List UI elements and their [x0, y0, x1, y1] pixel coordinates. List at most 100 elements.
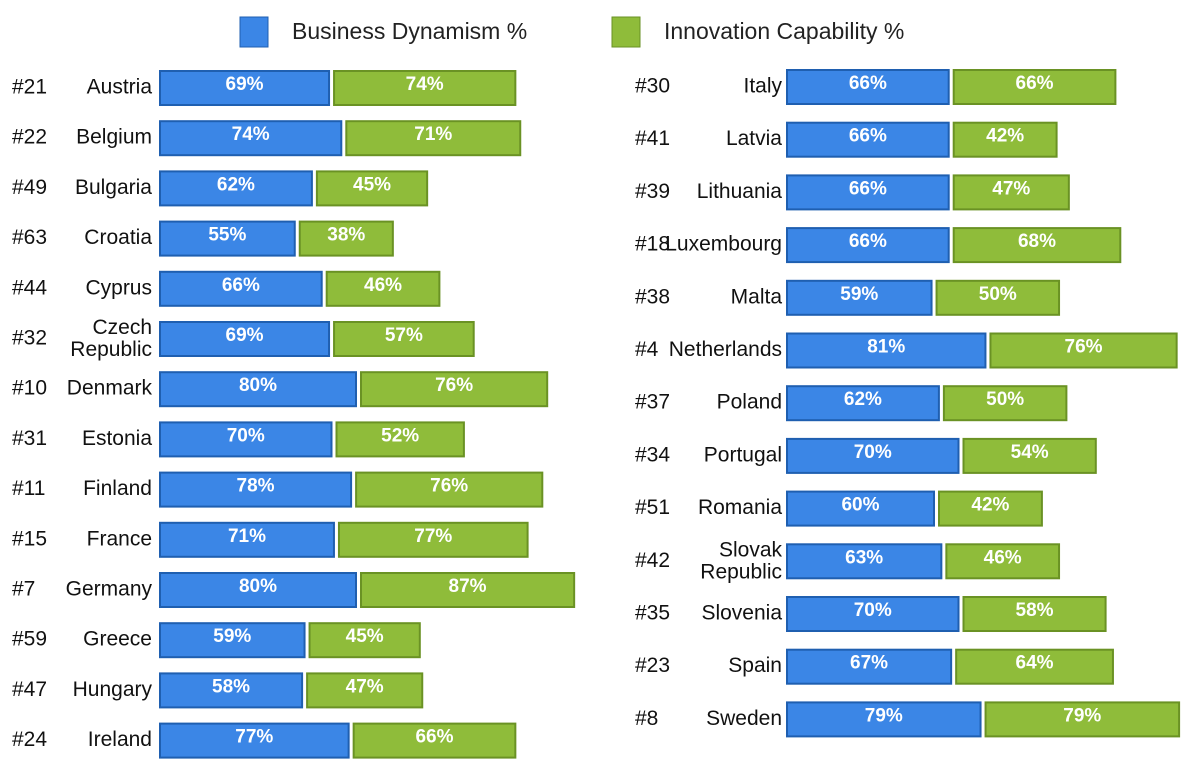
rank: #23 — [635, 654, 670, 677]
value-label: 68% — [1018, 231, 1056, 252]
value-label: 59% — [840, 284, 878, 305]
rank: #38 — [635, 285, 670, 308]
rank: #24 — [12, 728, 47, 751]
value-label: 66% — [849, 73, 887, 94]
bar — [159, 321, 331, 357]
bar — [938, 490, 1043, 527]
rank: #31 — [12, 427, 47, 450]
value-label: 45% — [353, 174, 391, 195]
bar — [786, 227, 950, 264]
country-label: France — [87, 527, 152, 550]
rank: #44 — [12, 276, 47, 299]
country-label: Hungary — [73, 678, 153, 701]
value-label: 58% — [212, 676, 250, 697]
value-label: 79% — [865, 705, 903, 726]
bar — [952, 174, 1070, 211]
legend-swatch — [611, 16, 641, 48]
country-label: Netherlands — [669, 338, 782, 361]
value-label: 46% — [364, 275, 402, 296]
rank: #37 — [635, 391, 670, 414]
value-label: 50% — [979, 284, 1017, 305]
bar — [337, 521, 529, 558]
bar — [325, 270, 441, 307]
value-label: 78% — [237, 476, 275, 497]
value-label: 74% — [406, 74, 444, 95]
bar — [786, 332, 987, 369]
bar — [159, 220, 296, 257]
rank: #10 — [12, 377, 47, 400]
rank: #7 — [12, 578, 35, 601]
rank: #22 — [12, 126, 47, 149]
legend-label: Business Dynamism % — [292, 18, 527, 44]
bar — [298, 220, 394, 257]
bar — [345, 120, 522, 157]
value-label: 70% — [854, 442, 892, 463]
rank: #34 — [635, 443, 670, 466]
bar — [786, 701, 982, 738]
rank: #30 — [635, 75, 670, 98]
bar — [989, 332, 1178, 369]
value-label: 46% — [984, 547, 1022, 568]
legend-label: Innovation Capability % — [664, 18, 904, 44]
country-label: Bulgaria — [75, 176, 152, 199]
value-label: 66% — [849, 231, 887, 252]
rank: #63 — [12, 226, 47, 249]
country-label: Ireland — [88, 728, 152, 751]
value-label: 50% — [986, 389, 1024, 410]
country-label: Luxembourg — [665, 233, 782, 256]
bar — [962, 437, 1097, 474]
value-label: 70% — [854, 600, 892, 621]
country-label: Slovak Republic — [700, 538, 782, 583]
bar — [159, 421, 333, 458]
value-label: 74% — [232, 124, 270, 145]
value-label: 60% — [841, 495, 879, 516]
bar — [786, 69, 950, 105]
country-label: Germany — [66, 578, 153, 601]
bar — [360, 572, 576, 608]
value-label: 76% — [1065, 337, 1103, 358]
value-label: 70% — [227, 425, 265, 446]
rank: #21 — [12, 76, 47, 99]
rank: #49 — [12, 176, 47, 199]
bar — [159, 70, 331, 106]
country-label: Cyprus — [85, 276, 152, 299]
bar — [952, 69, 1117, 105]
rank: #15 — [12, 527, 47, 550]
bar — [306, 672, 424, 709]
country-label: Malta — [731, 285, 783, 308]
rank: #59 — [12, 628, 47, 651]
value-label: 76% — [430, 476, 468, 497]
rank: #11 — [12, 477, 45, 500]
country-label: Czech Republic — [70, 316, 152, 361]
bar — [159, 521, 335, 558]
country-label: Spain — [728, 654, 782, 677]
value-label: 42% — [971, 495, 1009, 516]
value-label: 62% — [844, 389, 882, 410]
bar — [962, 596, 1107, 632]
bar — [952, 121, 1058, 158]
value-label: 77% — [235, 727, 273, 748]
bar — [786, 121, 950, 158]
bar — [308, 622, 421, 659]
rank: #32 — [12, 327, 47, 350]
legend-swatch — [239, 16, 269, 48]
bar — [786, 385, 940, 422]
country-label: Slovenia — [701, 602, 782, 625]
bar — [786, 279, 933, 316]
country-label: Croatia — [84, 226, 152, 249]
rank: #39 — [635, 180, 670, 203]
bar — [786, 174, 950, 211]
value-label: 67% — [850, 653, 888, 674]
value-label: 57% — [385, 325, 423, 346]
bar — [159, 170, 313, 207]
value-label: 54% — [1011, 442, 1049, 463]
country-label: Denmark — [67, 377, 153, 400]
country-label: Finland — [83, 477, 152, 500]
rank: #51 — [635, 496, 670, 519]
value-label: 55% — [208, 225, 246, 246]
value-label: 71% — [414, 124, 452, 145]
rank: #41 — [635, 127, 670, 150]
bar — [159, 471, 353, 508]
value-label: 80% — [239, 576, 277, 597]
